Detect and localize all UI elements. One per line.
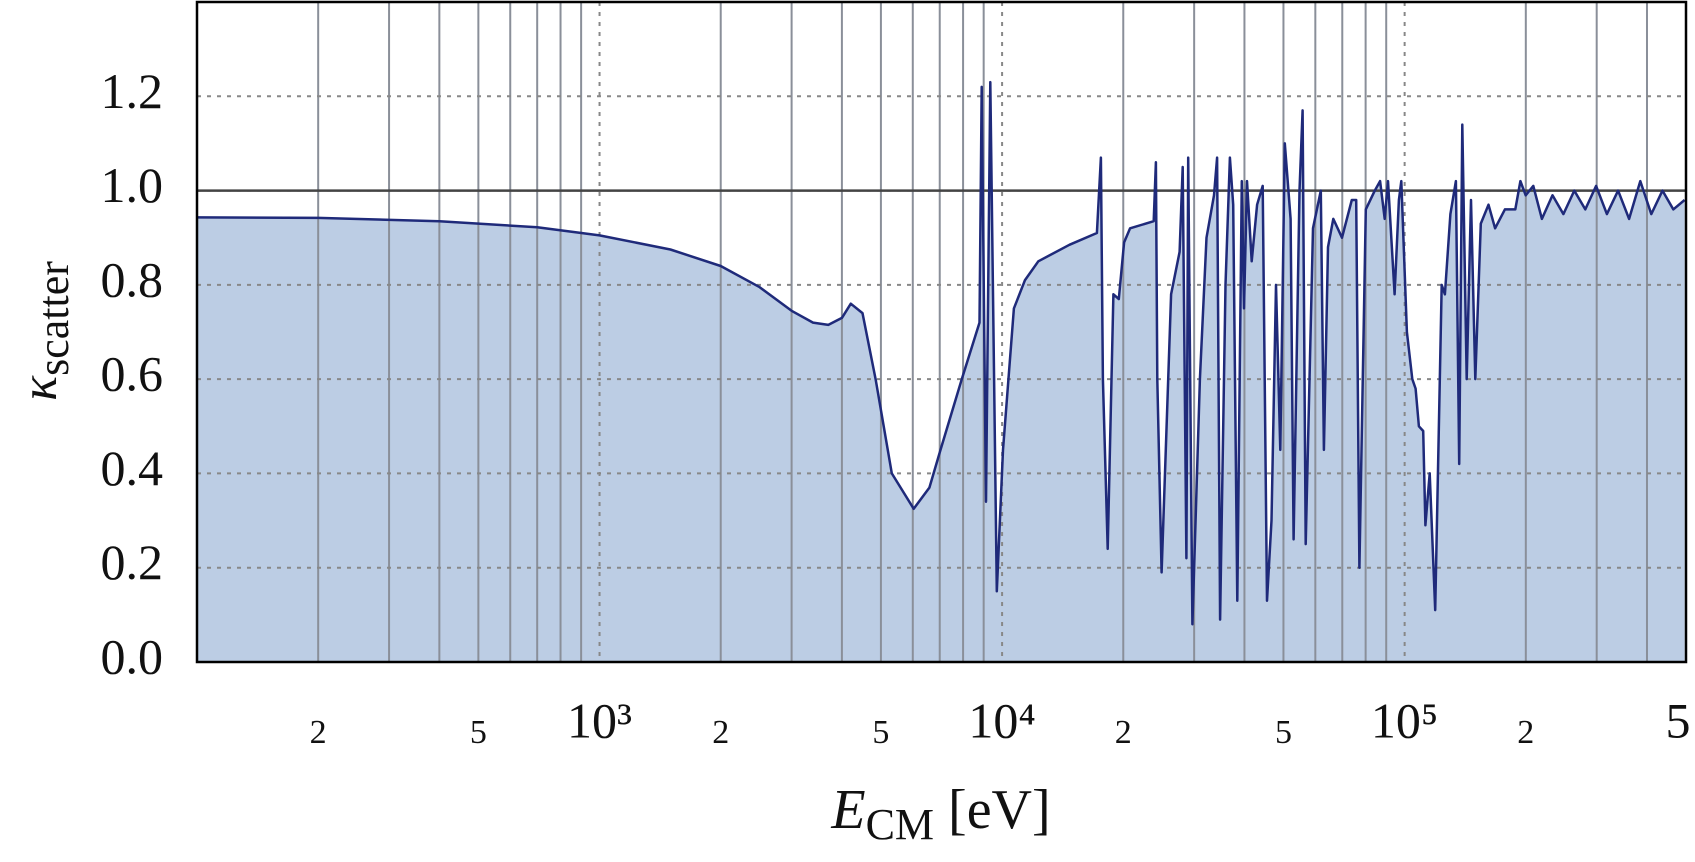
x-tick-label: 10³: [567, 692, 632, 748]
x-tick-label: 2: [310, 714, 327, 751]
y-label-symbol: κ: [11, 375, 68, 401]
data-line: [196, 80, 1686, 626]
x-tick-label: 5: [1275, 714, 1292, 751]
y-label-subscript: scatter: [29, 261, 78, 376]
x-label-symbol: E: [830, 779, 865, 841]
x-tick-label: 2: [712, 714, 729, 751]
y-tick-label: 0.8: [101, 251, 164, 307]
x-tick-label: 10⁵: [1371, 692, 1438, 748]
x-tick-label: 5: [470, 714, 487, 751]
y-tick-label: 0.0: [101, 628, 164, 684]
x-label-unit: [eV]: [948, 779, 1051, 841]
x-tick-label: 2: [1115, 714, 1132, 751]
y-tick-label: 0.2: [101, 534, 164, 590]
x-tick-label: 5: [872, 714, 889, 751]
x-tick-label: 5: [1666, 692, 1691, 748]
plot-frame: [195, 0, 1688, 664]
x-tick-label: 2: [1517, 714, 1534, 751]
y-tick-label: 1.0: [101, 157, 164, 213]
x-label-subscript: CM: [866, 800, 934, 849]
y-tick-label: 1.2: [101, 63, 164, 119]
x-tick-label: 10⁴: [968, 692, 1035, 748]
y-axis-label: κscatter: [11, 261, 78, 401]
y-tick-label: 0.6: [101, 346, 164, 402]
y-tick-label: 0.4: [101, 440, 164, 496]
area-fill: [197, 82, 1685, 663]
x-axis-label: ECM [eV]: [830, 779, 1050, 849]
